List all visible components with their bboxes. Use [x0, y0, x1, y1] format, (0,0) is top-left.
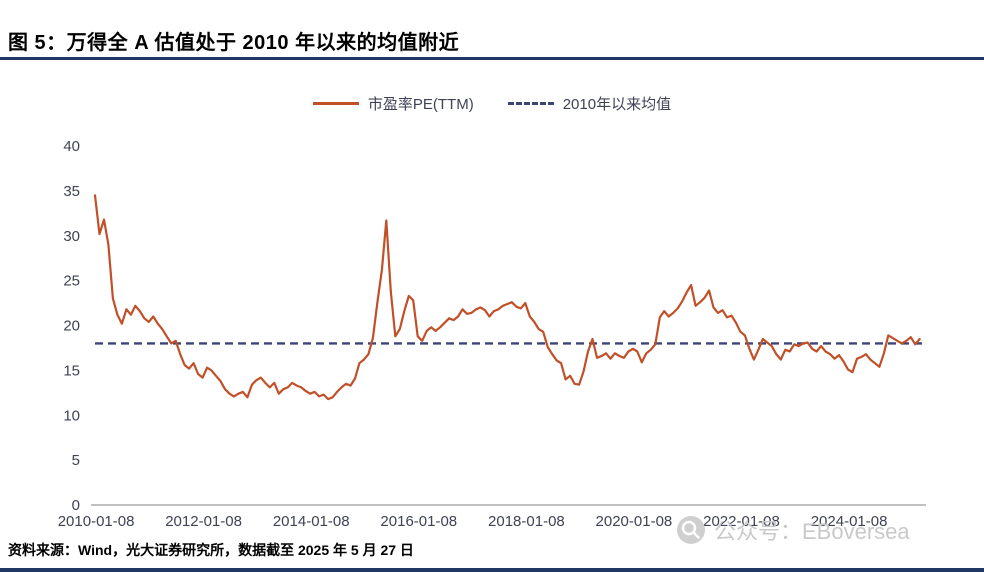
svg-text:2024-01-08: 2024-01-08: [811, 513, 888, 530]
svg-text:30: 30: [63, 228, 80, 245]
legend-item-pe: 市盈率PE(TTM): [312, 93, 474, 114]
chart-legend: 市盈率PE(TTM) 2010年以来均值: [0, 93, 984, 114]
svg-text:20: 20: [63, 318, 80, 335]
svg-text:2014-01-08: 2014-01-08: [273, 513, 350, 530]
bottom-divider: [0, 568, 984, 572]
legend-item-mean: 2010年以来均值: [507, 93, 672, 114]
wechat-account-logo-icon: [676, 515, 706, 545]
svg-text:2010-01-08: 2010-01-08: [58, 513, 135, 530]
figure-title: 图 5：万得全 A 估值处于 2010 年以来的均值附近: [8, 32, 460, 54]
svg-text:5: 5: [72, 452, 80, 469]
pe-line-swatch-icon: [312, 102, 359, 105]
svg-text:2022-01-08: 2022-01-08: [703, 513, 780, 530]
svg-text:35: 35: [63, 183, 80, 200]
source-note: 资料来源：Wind，光大证券研究所，数据截至 2025 年 5 月 27 日: [8, 542, 414, 558]
svg-text:25: 25: [63, 273, 80, 290]
svg-text:2018-01-08: 2018-01-08: [488, 513, 565, 530]
mean-line-swatch-icon: [507, 102, 554, 105]
svg-text:10: 10: [63, 407, 80, 424]
svg-text:40: 40: [63, 138, 80, 155]
legend-label-pe: 市盈率PE(TTM): [367, 96, 474, 113]
legend-label-mean: 2010年以来均值: [562, 96, 672, 113]
svg-text:2012-01-08: 2012-01-08: [165, 513, 242, 530]
svg-text:0: 0: [72, 497, 80, 514]
svg-text:2016-01-08: 2016-01-08: [380, 513, 457, 530]
title-divider: [0, 57, 984, 60]
svg-text:2020-01-08: 2020-01-08: [596, 513, 673, 530]
svg-text:15: 15: [63, 362, 80, 379]
watermark: 公众号：EBoversea: [676, 514, 910, 546]
watermark-text: 公众号：EBoversea: [714, 519, 910, 544]
